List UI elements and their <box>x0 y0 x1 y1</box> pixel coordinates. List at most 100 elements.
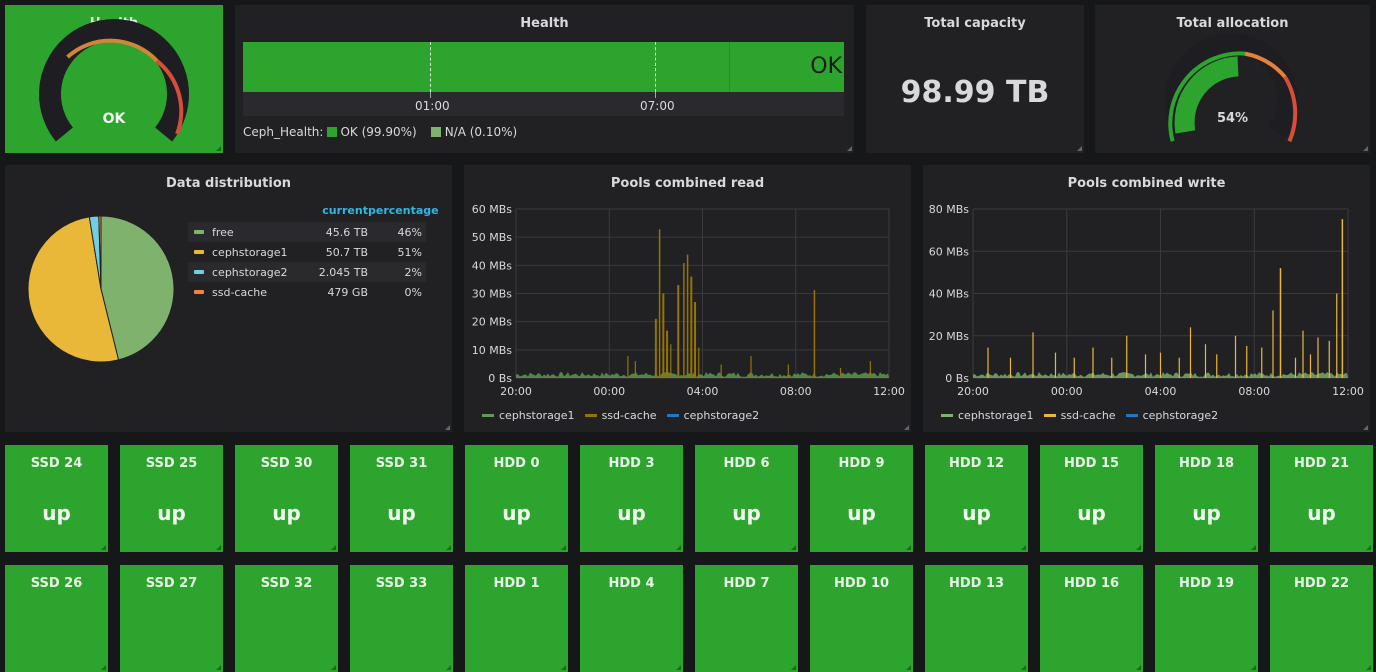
osd-tile[interactable]: HDD 10 <box>810 565 913 672</box>
resize-handle[interactable] <box>101 665 106 670</box>
resize-handle[interactable] <box>216 545 221 550</box>
legend-item[interactable]: cephstorage1 <box>941 409 1034 422</box>
osd-tile[interactable]: HDD 21 up <box>1270 445 1373 552</box>
osd-tile[interactable]: SSD 31 up <box>350 445 453 552</box>
resize-handle[interactable] <box>216 146 221 151</box>
osd-status: up <box>732 501 761 525</box>
distribution-legend: current percentage free 45.6 TB 46% cephsto… <box>188 204 439 302</box>
legend-item[interactable]: OK (99.90%) <box>340 125 417 139</box>
osd-tile[interactable]: SSD 26 <box>5 565 108 672</box>
osd-tile[interactable]: SSD 24 up <box>5 445 108 552</box>
legend-item[interactable]: N/A (0.10%) <box>444 125 518 139</box>
resize-handle[interactable] <box>1251 545 1256 550</box>
pools-write-panel[interactable]: Pools combined write 80 MBs 60 MBs 40 MBs 2… <box>923 165 1370 432</box>
legend-label: cephstorage2 <box>683 409 760 422</box>
resize-handle[interactable] <box>446 545 451 550</box>
osd-tile[interactable]: HDD 9 up <box>810 445 913 552</box>
resize-handle[interactable] <box>906 545 911 550</box>
osd-tile[interactable]: SSD 27 <box>120 565 223 672</box>
osd-status: up <box>387 501 416 525</box>
total-allocation-panel[interactable]: Total allocation 54% <box>1095 5 1370 153</box>
resize-handle[interactable] <box>676 545 681 550</box>
series-area <box>973 372 1348 378</box>
resize-handle[interactable] <box>1136 545 1141 550</box>
osd-tile[interactable]: HDD 19 <box>1155 565 1258 672</box>
legend-item[interactable]: ssd-cache <box>1043 409 1116 422</box>
resize-handle[interactable] <box>1136 665 1141 670</box>
total-capacity-panel[interactable]: Total capacity 98.99 TB <box>866 5 1084 153</box>
resize-handle[interactable] <box>847 146 852 151</box>
resize-handle[interactable] <box>216 665 221 670</box>
osd-tile[interactable]: HDD 22 <box>1270 565 1373 672</box>
resize-handle[interactable] <box>676 665 681 670</box>
osd-status: up <box>617 501 646 525</box>
osd-tile[interactable]: SSD 30 up <box>235 445 338 552</box>
resize-handle[interactable] <box>1251 665 1256 670</box>
osd-tile[interactable]: SSD 25 up <box>120 445 223 552</box>
legend-item[interactable]: ssd-cache <box>584 409 657 422</box>
legend-name: cephstorage2 <box>212 265 288 279</box>
osd-tile[interactable]: HDD 13 <box>925 565 1028 672</box>
x-tick-label: 12:00 <box>873 385 905 398</box>
osd-status: up <box>502 501 531 525</box>
panel-title: Total capacity <box>924 16 1026 31</box>
y-tick-label: 30 MBs <box>472 288 513 301</box>
osd-tile[interactable]: HDD 7 <box>695 565 798 672</box>
legend-item[interactable]: cephstorage2 <box>666 409 760 422</box>
osd-tile[interactable]: HDD 4 <box>580 565 683 672</box>
legend-row[interactable]: cephstorage2 2.045 TB 2% <box>188 262 426 282</box>
column-header-current[interactable]: current <box>322 204 368 217</box>
resize-handle[interactable] <box>1077 146 1082 151</box>
osd-name: SSD 32 <box>260 576 313 591</box>
legend-item[interactable]: cephstorage1 <box>482 409 575 422</box>
resize-handle[interactable] <box>791 665 796 670</box>
resize-handle[interactable] <box>331 545 336 550</box>
osd-tile[interactable]: SSD 33 <box>350 565 453 672</box>
osd-tile[interactable]: HDD 12 up <box>925 445 1028 552</box>
osd-tile[interactable]: HDD 6 up <box>695 445 798 552</box>
resize-handle[interactable] <box>445 425 450 430</box>
osd-tile[interactable]: SSD 32 <box>235 565 338 672</box>
health-gauge-panel[interactable]: Health OK <box>5 5 223 153</box>
timeline-legend: Ceph_Health: OK (99.90%) N/A (0.10%) <box>243 125 517 139</box>
legend-percentage: 46% <box>397 225 422 239</box>
pie-slice[interactable] <box>98 215 102 290</box>
resize-handle[interactable] <box>101 545 106 550</box>
resize-handle[interactable] <box>561 665 566 670</box>
osd-tile[interactable]: HDD 15 up <box>1040 445 1143 552</box>
x-tick-label: 08:00 <box>1238 385 1270 398</box>
resize-handle[interactable] <box>1021 545 1026 550</box>
resize-handle[interactable] <box>1363 146 1368 151</box>
resize-handle[interactable] <box>561 545 566 550</box>
y-tick-label: 60 MBs <box>929 245 970 258</box>
resize-handle[interactable] <box>1366 545 1371 550</box>
osd-name: SSD 33 <box>375 576 428 591</box>
data-distribution-panel[interactable]: Data distribution current percentage fre… <box>5 165 452 432</box>
legend-row[interactable]: ssd-cache 479 GB 0% <box>188 282 426 302</box>
osd-tile[interactable]: HDD 1 <box>465 565 568 672</box>
pie-slice[interactable] <box>100 215 175 361</box>
osd-tile[interactable]: HDD 0 up <box>465 445 568 552</box>
pie-slice[interactable] <box>27 216 120 363</box>
osd-tile[interactable]: HDD 16 <box>1040 565 1143 672</box>
osd-tile[interactable]: HDD 18 up <box>1155 445 1258 552</box>
pools-read-panel[interactable]: Pools combined read 60 MBs 50 MBs 40 MBs 30… <box>464 165 911 432</box>
health-gauge <box>39 19 189 142</box>
resize-handle[interactable] <box>791 545 796 550</box>
legend-row[interactable]: cephstorage1 50.7 TB 51% <box>188 242 426 262</box>
legend-row[interactable]: free 45.6 TB 46% <box>188 222 426 242</box>
legend-item[interactable]: cephstorage2 <box>1125 409 1218 422</box>
resize-handle[interactable] <box>1366 665 1371 670</box>
osd-tile[interactable]: HDD 3 up <box>580 445 683 552</box>
resize-handle[interactable] <box>446 665 451 670</box>
column-header-percentage[interactable]: percentage <box>368 204 439 217</box>
resize-handle[interactable] <box>906 665 911 670</box>
resize-handle[interactable] <box>904 425 909 430</box>
health-timeline-panel[interactable]: Health OK 01:00 07:00 Ceph_Health: OK (9… <box>235 5 854 153</box>
resize-handle[interactable] <box>331 665 336 670</box>
y-tick-label: 0 Bs <box>945 372 969 385</box>
resize-handle[interactable] <box>1363 425 1368 430</box>
osd-status: up <box>1307 501 1336 525</box>
resize-handle[interactable] <box>1021 665 1026 670</box>
